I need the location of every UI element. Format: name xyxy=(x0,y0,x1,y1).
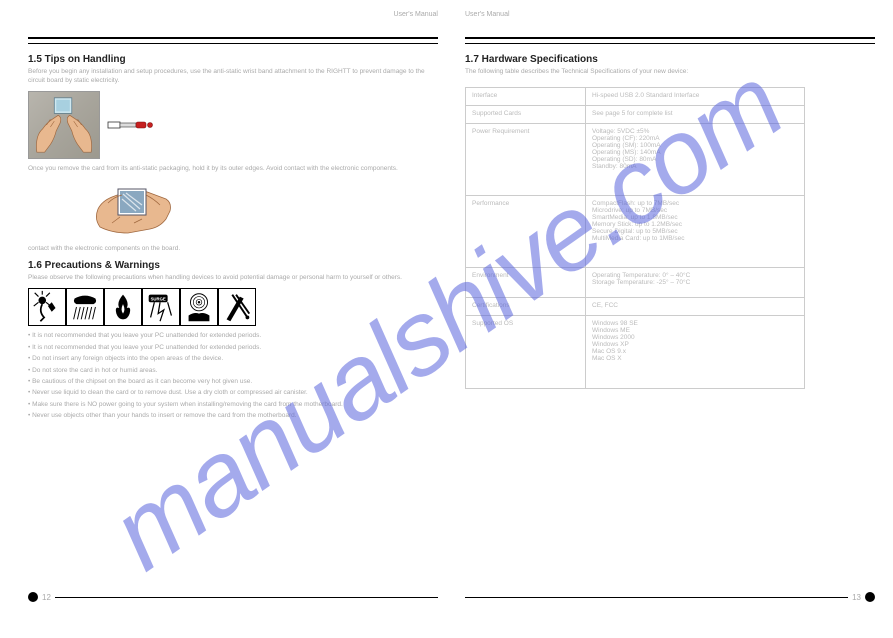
bullet-item: • Be cautious of the chipset on the boar… xyxy=(28,378,438,386)
bullet-item: • Do not store the card in hot or humid … xyxy=(28,367,438,375)
spec-row: Power RequirementVoltage: 5VDC ±5%Operat… xyxy=(466,124,804,196)
spec-row: InterfaceHi-speed USB 2.0 Standard Inter… xyxy=(466,88,804,106)
section-precautions-title: 1.6 Precautions & Warnings xyxy=(28,260,438,271)
bullet-item: • It is not recommended that you leave y… xyxy=(28,344,438,352)
page-num-left: 12 xyxy=(38,593,55,602)
rule-top-left xyxy=(28,37,438,39)
spec-value: CE, FCC xyxy=(586,298,804,315)
bullet-item: • It is not recommended that you leave y… xyxy=(28,332,438,340)
footer-dot-right xyxy=(865,592,875,602)
card-hand-figure xyxy=(88,179,178,239)
surge-icon: SURGE xyxy=(142,288,180,326)
spec-label: Power Requirement xyxy=(466,124,586,195)
spec-row: Supported OSWindows 98 SEWindows MEWindo… xyxy=(466,316,804,388)
spec-value: See page 5 for complete list xyxy=(586,106,804,123)
section-tips-title: 1.5 Tips on Handling xyxy=(28,54,438,65)
spec-row: Supported CardsSee page 5 for complete l… xyxy=(466,106,804,124)
tip2a-text: Once you remove the card from its anti-s… xyxy=(28,165,438,173)
footer-left: 12 xyxy=(28,592,438,602)
header-subtitle-right: User's Manual xyxy=(465,10,875,19)
page-num-right: 13 xyxy=(848,593,865,602)
rule-thin-left xyxy=(28,43,438,44)
hands-wall-figure xyxy=(28,91,438,159)
bullet-item: • Make sure there is NO power going to y… xyxy=(28,401,438,409)
hands-wall-image xyxy=(28,91,100,159)
spec-label: Supported OS xyxy=(466,316,586,388)
spec-value: Windows 98 SEWindows MEWindows 2000Windo… xyxy=(586,316,804,388)
spec-label: Interface xyxy=(466,88,586,105)
spec-label: Supported Cards xyxy=(466,106,586,123)
footer-line-right xyxy=(465,597,848,598)
section-specs-title: 1.7 Hardware Specifications xyxy=(465,54,875,65)
spec-value: Voltage: 5VDC ±5%Operating (CF): 220mAOp… xyxy=(586,124,804,195)
screwdriver-image xyxy=(106,113,156,137)
spec-label: Performance xyxy=(466,196,586,267)
svg-text:SURGE: SURGE xyxy=(151,297,166,302)
spec-value: Operating Temperature: 0° – 40°CStorage … xyxy=(586,268,804,297)
rule-thin-right xyxy=(465,43,875,44)
tip2b-text: contact with the electronic components o… xyxy=(28,245,438,253)
bullet-item: • Never use liquid to clean the card or … xyxy=(28,389,438,397)
bullet-list: • It is not recommended that you leave y… xyxy=(28,332,438,421)
spec-row: EnvironmentOperating Temperature: 0° – 4… xyxy=(466,268,804,298)
spec-table: InterfaceHi-speed USB 2.0 Standard Inter… xyxy=(465,87,805,389)
specs-intro: The following table describes the Techni… xyxy=(465,68,875,76)
disc-hand-icon xyxy=(180,288,218,326)
header-subtitle-left: User's Manual xyxy=(28,10,438,19)
footer-dot-left xyxy=(28,592,38,602)
hazard-icon-row: SURGE xyxy=(28,288,438,326)
spec-value: CompactFlash: up to 7MB/secMicrodrive: u… xyxy=(586,196,804,267)
spec-label: Environment xyxy=(466,268,586,297)
spec-row: CertificationsCE, FCC xyxy=(466,298,804,316)
spec-row: PerformanceCompactFlash: up to 7MB/secMi… xyxy=(466,196,804,268)
footer-right: 13 xyxy=(465,592,875,602)
bullet-item: • Do not insert any foreign objects into… xyxy=(28,355,438,363)
tools-icon xyxy=(218,288,256,326)
spec-value: Hi-speed USB 2.0 Standard Interface xyxy=(586,88,804,105)
fire-icon xyxy=(104,288,142,326)
page-left: User's Manual 1.5 Tips on Handling Befor… xyxy=(28,10,438,610)
tip1-text: Before you begin any installation and se… xyxy=(28,68,438,85)
bullet-item: • Never use objects other than your hand… xyxy=(28,412,438,420)
rule-top-right xyxy=(465,37,875,39)
warn-intro: Please observe the following precautions… xyxy=(28,274,438,282)
rain-icon xyxy=(66,288,104,326)
footer-line-left xyxy=(55,597,438,598)
shock-icon xyxy=(28,288,66,326)
spec-label: Certifications xyxy=(466,298,586,315)
page-right: User's Manual 1.7 Hardware Specification… xyxy=(465,10,875,610)
